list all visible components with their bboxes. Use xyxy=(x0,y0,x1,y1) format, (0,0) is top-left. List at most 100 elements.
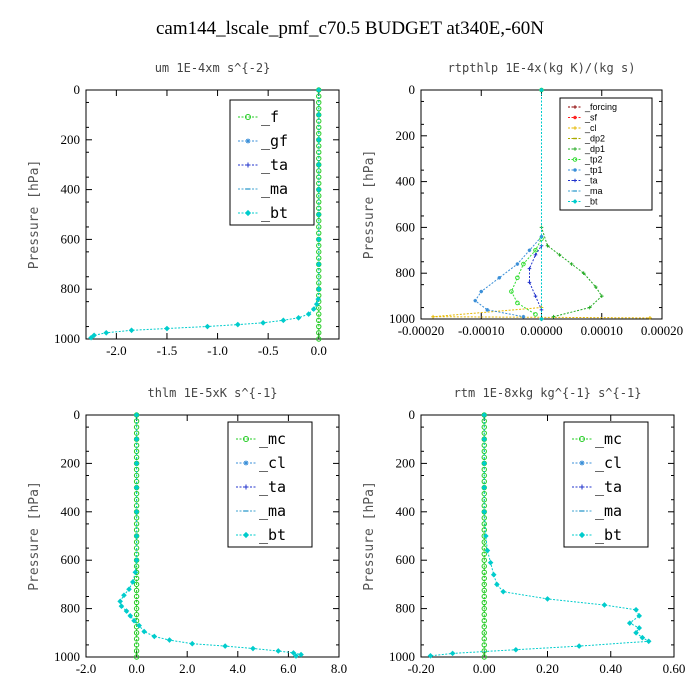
legend-entry: _ma xyxy=(568,186,603,196)
data-point xyxy=(473,298,478,303)
data-point xyxy=(133,557,140,563)
y-tick-label: 1000 xyxy=(54,331,80,346)
chart-panel-4: rtm 1E-8xkg kg^{-1} s^{-1} Pressure [hPa]… xyxy=(362,386,685,676)
data-point xyxy=(601,602,608,608)
data-point xyxy=(481,630,487,636)
data-point xyxy=(481,575,487,582)
data-point xyxy=(521,314,526,319)
data-point xyxy=(315,211,322,218)
x-tick-label: -0.20 xyxy=(407,661,434,676)
data-point xyxy=(316,311,322,317)
y-tick-label: 1000 xyxy=(389,311,415,326)
data-point xyxy=(316,274,322,280)
data-point xyxy=(290,650,297,656)
data-point xyxy=(533,253,538,257)
data-point xyxy=(449,650,456,657)
data-point xyxy=(310,306,317,312)
legend-entry: _dp1 xyxy=(568,144,605,154)
data-point xyxy=(431,314,435,319)
data-point xyxy=(128,327,135,334)
x-tick-label: 0.60 xyxy=(663,661,686,676)
legend-label: _ta xyxy=(595,478,622,496)
data-point xyxy=(500,588,507,595)
data-point xyxy=(636,625,643,631)
data-point xyxy=(481,611,487,618)
y-tick-label: 400 xyxy=(61,182,81,197)
x-tick-label: 8.0 xyxy=(331,661,347,676)
data-point xyxy=(481,563,487,569)
data-point xyxy=(133,581,140,588)
data-point xyxy=(576,643,582,649)
legend-entry: _cl xyxy=(568,123,597,133)
y-tick-label: 600 xyxy=(61,231,81,246)
data-point xyxy=(204,323,211,330)
data-point xyxy=(275,648,282,654)
data-point xyxy=(481,521,487,527)
legend-entry: _ma xyxy=(572,502,622,520)
data-point xyxy=(636,613,643,619)
legend-label: _ta xyxy=(584,176,598,186)
series-ta xyxy=(527,88,544,312)
data-point xyxy=(298,651,304,658)
x-tick-label: 0.0 xyxy=(128,661,144,676)
data-point xyxy=(315,186,322,193)
data-point xyxy=(164,325,170,332)
data-point xyxy=(118,603,125,609)
series-line xyxy=(430,415,651,657)
data-point xyxy=(481,593,487,600)
legend-label: _dp2 xyxy=(584,134,605,144)
y-tick-label: 400 xyxy=(396,504,416,519)
legend-label: _sf xyxy=(584,113,598,123)
data-point xyxy=(539,316,544,322)
x-tick-label: -2.0 xyxy=(76,661,97,676)
data-point xyxy=(539,234,544,239)
legend-entry: _mc xyxy=(236,430,286,448)
data-point xyxy=(494,581,500,588)
data-point xyxy=(133,587,140,594)
data-point xyxy=(481,412,488,418)
legend-label: _forcing xyxy=(584,102,617,112)
x-tick-label: -1.5 xyxy=(157,343,178,358)
x-tick-label: 0.0 xyxy=(311,343,327,358)
data-point xyxy=(136,622,142,629)
data-point xyxy=(117,598,123,605)
data-point xyxy=(133,605,140,612)
data-point xyxy=(103,329,110,336)
data-point xyxy=(544,596,551,602)
y-tick-label: 200 xyxy=(396,128,416,143)
x-tick-label: -0.00010 xyxy=(458,323,505,338)
data-point xyxy=(315,137,322,143)
panel-title: um 1E-4xm s^{-2} xyxy=(155,61,271,75)
legend-box xyxy=(559,97,653,211)
y-tick-label: 400 xyxy=(396,174,416,189)
data-point xyxy=(481,581,487,588)
y-tick-label: 600 xyxy=(396,219,416,234)
data-point xyxy=(133,484,140,491)
data-point xyxy=(521,261,526,267)
x-tick-label: -0.00020 xyxy=(398,323,445,338)
series-line xyxy=(541,90,603,318)
data-point xyxy=(581,271,586,275)
data-point xyxy=(315,87,322,93)
data-point xyxy=(295,315,302,321)
y-tick-label: 600 xyxy=(396,552,416,567)
data-point xyxy=(133,436,140,442)
data-point xyxy=(151,633,158,640)
data-point xyxy=(533,248,538,253)
data-point xyxy=(527,248,532,253)
data-point xyxy=(250,645,256,652)
series-bt xyxy=(427,412,652,659)
x-tick-label: 0.20 xyxy=(536,661,559,676)
series-line xyxy=(510,90,542,315)
legend-entry: _bt xyxy=(572,526,622,544)
legend-label: _bt xyxy=(595,526,622,544)
y-tick-label: 0 xyxy=(74,82,81,97)
y-axis-label: Pressure [hPa] xyxy=(27,160,42,270)
legend-label: _bt xyxy=(261,204,288,222)
data-point xyxy=(533,312,538,317)
legend-label: _ta xyxy=(261,156,288,174)
data-point xyxy=(481,642,487,648)
legend-entry: _ta xyxy=(572,478,622,496)
data-point xyxy=(481,484,488,491)
